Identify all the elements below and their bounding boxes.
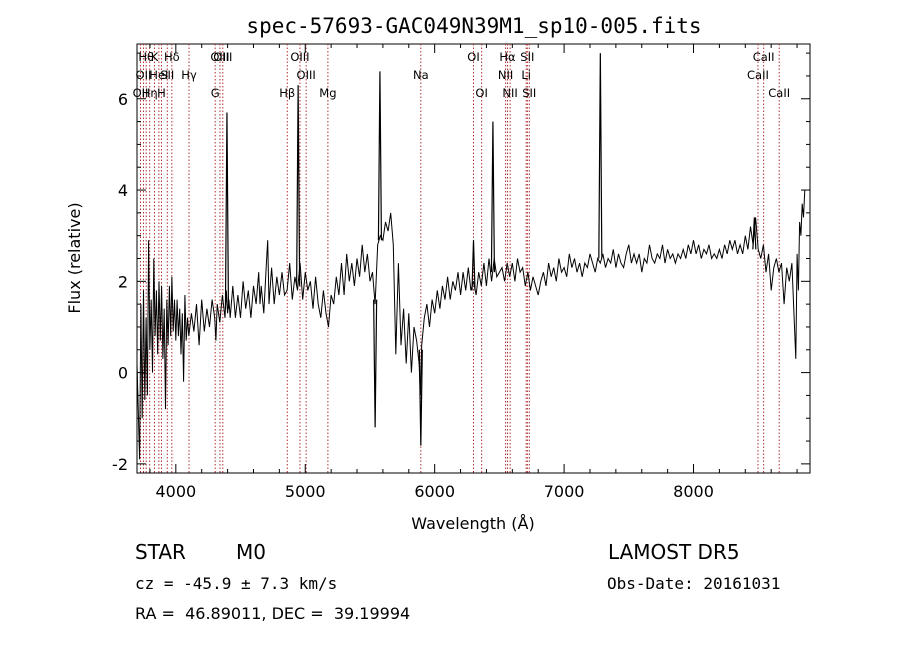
marker-label-3: Hη bbox=[142, 86, 158, 100]
spectrum-spike-8 bbox=[752, 217, 757, 250]
marker-label-1: OII bbox=[136, 68, 152, 82]
marker-label-25: SII bbox=[522, 86, 536, 100]
marker-label-5: HeI bbox=[149, 68, 168, 82]
spectrum-spike-4 bbox=[418, 349, 423, 446]
spectrum-spike-2 bbox=[377, 71, 383, 241]
y-axis-ticks: -2 0 2 4 6 bbox=[112, 52, 810, 474]
y-tick-label--2: -2 bbox=[112, 455, 128, 474]
survey-name: LAMOST DR5 bbox=[608, 540, 740, 564]
x-tick-label-5000: 5000 bbox=[285, 482, 326, 501]
marker-labels: OIIOIIHθHηKHeIHSIIHδHγGOIIIOIIIHβOIIIOII… bbox=[133, 50, 791, 100]
redshift-velocity: cz = -45.9 ± 7.3 km/s bbox=[135, 574, 338, 593]
y-tick-label-0: 0 bbox=[118, 364, 128, 383]
marker-label-9: Hγ bbox=[181, 68, 197, 82]
marker-label-27: CaII bbox=[753, 50, 775, 64]
marker-label-17: Na bbox=[413, 68, 429, 82]
x-axis-label: Wavelength (Å) bbox=[411, 514, 534, 533]
marker-label-2: Hθ bbox=[138, 50, 154, 64]
spectrum-line bbox=[136, 189, 806, 460]
coordinates: RA = 46.89011, DEC = 39.19994 bbox=[135, 604, 411, 623]
x-tick-label-8000: 8000 bbox=[673, 482, 714, 501]
marker-label-18: OI bbox=[467, 50, 479, 64]
y-tick-label-2: 2 bbox=[118, 272, 128, 291]
spectrum-spike-1 bbox=[296, 85, 301, 286]
marker-label-19: OI bbox=[475, 86, 487, 100]
marker-label-14: OIII bbox=[290, 50, 309, 64]
x-axis-ticks: 4000 5000 6000 7000 8000 bbox=[149, 44, 798, 501]
marker-label-24: SII bbox=[520, 50, 534, 64]
marker-label-11: OIII bbox=[210, 50, 229, 64]
observation-date: Obs-Date: 20161031 bbox=[607, 574, 781, 593]
marker-label-15: OIII bbox=[297, 68, 316, 82]
marker-label-26: CaII bbox=[747, 68, 769, 82]
marker-label-6: H bbox=[157, 86, 166, 100]
marker-label-16: Mg bbox=[319, 86, 336, 100]
marker-label-0: OII bbox=[133, 86, 149, 100]
x-tick-label-4000: 4000 bbox=[155, 482, 196, 501]
object-subclass: M0 bbox=[236, 540, 266, 564]
spectrum-spike-0 bbox=[224, 112, 230, 309]
marker-label-22: NII bbox=[502, 86, 517, 100]
marker-label-12: OIII bbox=[213, 50, 232, 64]
marker-label-23: Li bbox=[521, 68, 531, 82]
marker-label-13: Hβ bbox=[279, 86, 295, 100]
object-class: STAR bbox=[135, 540, 186, 564]
chart-title: spec-57693-GAC049N39M1_sp10-005.fits bbox=[246, 14, 701, 38]
marker-label-21: Hα bbox=[499, 50, 516, 64]
spectrum-spike-6 bbox=[490, 121, 496, 273]
marker-label-10: G bbox=[211, 86, 220, 100]
marker-label-20: NII bbox=[498, 68, 513, 82]
spectrum-spike-7 bbox=[598, 53, 603, 259]
marker-label-4: K bbox=[151, 50, 159, 64]
spectrum-spike-3 bbox=[373, 299, 378, 428]
spectrum-series bbox=[136, 53, 806, 460]
spectrum-spike-5 bbox=[471, 240, 476, 291]
y-tick-label-6: 6 bbox=[118, 90, 128, 109]
marker-label-8: Hδ bbox=[164, 50, 180, 64]
y-tick-label-4: 4 bbox=[118, 181, 128, 200]
y-axis-label: Flux (relative) bbox=[65, 202, 84, 313]
marker-label-28: CaII bbox=[768, 86, 790, 100]
marker-label-7: SII bbox=[160, 68, 174, 82]
x-tick-label-7000: 7000 bbox=[544, 482, 585, 501]
marker-lines bbox=[139, 44, 780, 473]
x-tick-label-6000: 6000 bbox=[414, 482, 455, 501]
